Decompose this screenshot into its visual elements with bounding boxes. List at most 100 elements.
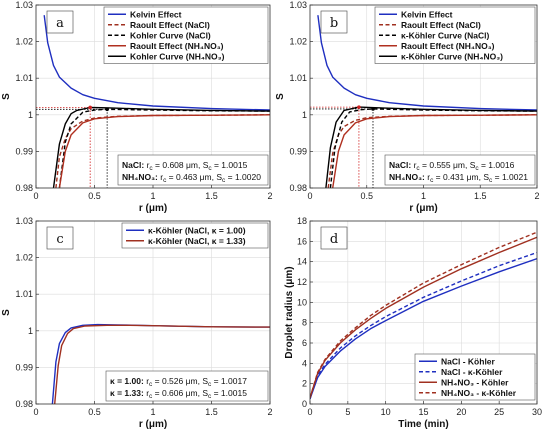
y-tick-label: 1.01 [15,73,33,83]
y-tick-label: 0.99 [15,362,33,372]
x-tick-label: 1 [150,407,155,417]
y-tick-label: 1.03 [15,216,33,226]
x-tick-label: 0 [307,407,312,417]
axes-frame [309,220,538,405]
x-tick-label: 0 [33,191,38,201]
legend-entry: NH₄NO₃ - κ-Köhler [441,388,517,398]
x-axis-label: r (μm) [409,203,437,214]
panel-label-box [46,226,74,250]
annotation-line: NH₄NO₃: rc = 0.431 μm, Sc = 1.0021 [389,172,528,184]
y-tick-label: 1.02 [289,37,307,47]
x-tick-label: 1.5 [205,191,218,201]
y-tick-label: 18 [297,216,307,226]
series-line-0 [310,257,537,400]
series-line-0 [43,15,270,111]
x-tick-label: 2 [267,191,272,201]
legend-entry: Kohler Curve (NH₄NO₃) [130,51,225,61]
y-axis-label: S [1,309,12,316]
x-tick-label: 0.5 [360,191,373,201]
y-tick-label: 0.98 [289,183,307,193]
panel-c: 0 0.5 1 1.5 2 0.98 0.99 1 1.01 1.02 1.03 r (μm) Sc κ-… [1,216,273,430]
panel-label-box [320,10,348,34]
legend-entry: Kohler Curve (NaCl) [130,30,211,40]
axes-frame [309,4,538,189]
annotation-line: NH₄NO₃: rc = 0.463 μm, Sc = 1.0020 [122,172,261,184]
y-axis-label: S [275,93,286,100]
legend-box [103,6,269,64]
x-tick-label: 2 [534,191,539,201]
x-tick-label: 20 [456,407,466,417]
series-line-3 [310,231,537,399]
series-group [36,15,270,188]
x-tick-label: 1.5 [205,407,218,417]
critical-point-marker [357,105,361,109]
annotation-line: NaCl: rc = 0.555 μm, Sc = 1.0016 [389,160,515,172]
y-tick-label: 1.02 [15,253,33,263]
x-tick-label: 1 [421,191,426,201]
annotation-frame [117,154,269,186]
x-tick-label: 25 [494,407,504,417]
panel-b: 0 0.5 1 1.5 2 0.98 0.99 1 1.01 1.02 1.03 r (μm) Sb Ke… [275,0,540,214]
legend-entry: Raoult Effect (NaCl) [130,20,210,30]
y-axis-label: Droplet radius (μm) [284,266,295,358]
y-axis-label: S [1,93,12,100]
x-axis-label: r (μm) [139,203,167,214]
legend-entry: Raoult Effect (NH₄NO₃) [130,41,224,51]
legend-entry: Raoult Effect (NaCl) [401,20,481,30]
legend-entry: NaCl - Köhler [441,356,496,366]
panel-d: 0 5 10 15 20 25 30 0 2 4 6 8 10 12 14 16 18 Time (min) Dro… [284,216,542,430]
panel-label: a [56,16,64,31]
legend-box [374,6,536,64]
x-tick-label: 1.5 [474,191,487,201]
critical-point-marker [105,107,109,112]
legend-entry: κ-Köhler (NaCl, κ = 1.00) [148,225,246,235]
y-tick-label: 1 [28,110,33,120]
annotation-box: NaCl: rc = 0.608 μm, Sc = 1.0015NH₄NO₃: … [117,154,269,186]
panel-label: c [56,232,63,247]
legend-entry: Kelvin Effect [401,9,453,19]
x-tick-label: 1 [150,191,155,201]
y-tick-label: 0.98 [15,399,33,409]
series-line-2 [58,108,270,188]
series-group [51,323,270,404]
y-tick-label: 2 [302,379,307,389]
y-tick-label: 14 [297,257,307,267]
y-tick-label: 1.01 [289,73,307,83]
series-line-1 [310,251,537,400]
annotation-frame [105,370,269,402]
critical-point-marker [88,105,92,110]
axes-frame [35,4,271,189]
y-tick-label: 4 [302,358,307,368]
panel-label: b [330,16,338,31]
series-line-4 [325,106,537,188]
annotation-line: κ = 1.00: rc = 0.526 μm, Sc = 1.0017 [110,376,247,388]
legend-entry: κ-Köhler Curve (NaCl) [401,30,490,40]
x-tick-label: 2 [267,407,272,417]
y-tick-label: 1 [28,326,33,336]
y-tick-label: 0.99 [15,146,33,156]
x-tick-label: 10 [381,407,391,417]
panel-label: d [330,232,338,247]
x-tick-label: 30 [532,407,542,417]
x-tick-label: 15 [418,407,428,417]
legend-entry: NaCl - κ-Köhler [441,367,503,377]
y-tick-label: 10 [297,297,307,307]
y-tick-label: 1 [302,110,307,120]
legend-entry: Kelvin Effect [130,9,182,19]
x-tick-label: 0 [307,191,312,201]
y-tick-label: 0.98 [15,183,33,193]
y-tick-label: 0 [302,399,307,409]
series-line-0 [317,15,537,111]
x-tick-label: 0 [33,407,38,417]
y-tick-label: 1.03 [289,0,307,10]
axes-frame [35,220,271,405]
x-tick-label: 0.5 [88,191,101,201]
series-group [310,15,537,188]
series-group [310,231,537,400]
y-tick-label: 16 [297,236,307,246]
